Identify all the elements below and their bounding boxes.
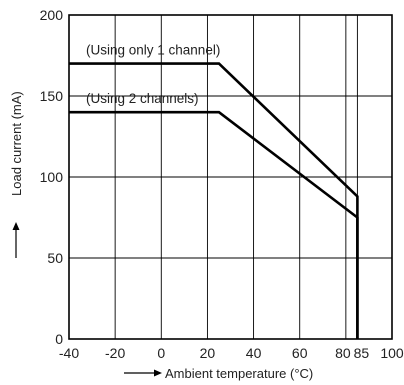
y-tick-label: 200 — [40, 7, 64, 23]
series-layer — [69, 62, 359, 339]
series-label-2-channels: (Using 2 channels) — [86, 91, 199, 106]
x-tick-label: 20 — [200, 345, 216, 361]
plot-frame — [68, 14, 393, 340]
x-axis-title: Ambient temperature (°C) — [124, 366, 313, 381]
y-tick-label: 0 — [55, 331, 63, 347]
x-tick-label: -20 — [105, 345, 125, 361]
y-tick-label: 100 — [40, 169, 64, 185]
y-axis-label: Load current (mA) — [9, 91, 24, 196]
y-axis-title: Load current (mA) — [9, 91, 24, 258]
x-axis-arrowhead-icon — [154, 369, 162, 377]
x-tick-label: 80 — [335, 345, 351, 361]
grid-layer — [69, 15, 392, 339]
x-tick-label: 40 — [246, 345, 262, 361]
series-label-1-channel: (Using only 1 channel) — [86, 43, 220, 58]
y-tick-label: 150 — [40, 88, 64, 104]
tick-layer: -40 -20 0 20 40 60 80 85 100 0 50 100 150 200 — [40, 7, 404, 361]
x-tick-label: 0 — [157, 345, 165, 361]
series-line-2-channels — [69, 110, 359, 339]
x-tick-label: 85 — [354, 345, 370, 361]
y-tick-label: 50 — [47, 250, 63, 266]
x-tick-label: -40 — [59, 345, 79, 361]
y-axis-arrowhead-icon — [12, 222, 20, 230]
x-axis-label: Ambient temperature (°C) — [165, 366, 313, 381]
x-tick-label: 60 — [292, 345, 308, 361]
x-tick-label: 100 — [380, 345, 404, 361]
